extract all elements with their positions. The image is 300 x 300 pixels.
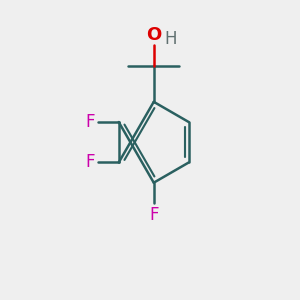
Text: O: O	[146, 26, 161, 44]
Text: F: F	[86, 113, 95, 131]
Text: F: F	[86, 154, 95, 172]
Text: H: H	[164, 31, 177, 49]
Text: F: F	[149, 206, 158, 224]
